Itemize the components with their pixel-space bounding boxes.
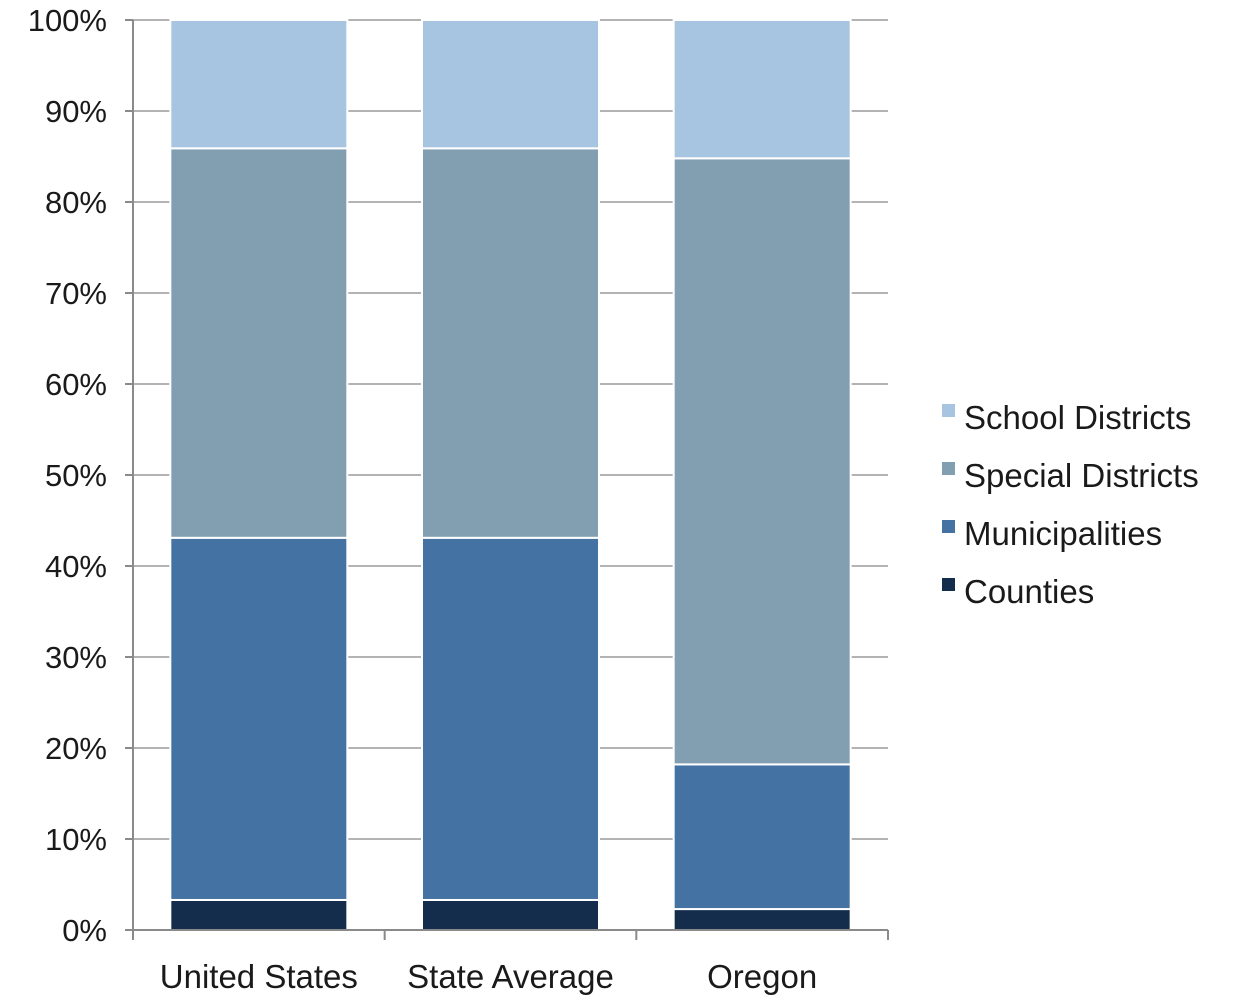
y-tick-labels: 0% 10% 20% 30% 40% 50% 60% 70% 80% 90% 100% <box>28 3 107 948</box>
bars <box>169 19 852 932</box>
bar-segment-municipalities <box>421 536 600 901</box>
bar-segment-special-districts <box>421 147 600 539</box>
x-category-label: State Average <box>407 958 614 995</box>
legend-item: Counties <box>942 573 1094 610</box>
legend-label: School Districts <box>964 399 1191 436</box>
y-tick-label: 90% <box>45 94 107 129</box>
legend-item: School Districts <box>942 399 1191 436</box>
y-tick-label: 100% <box>28 3 107 38</box>
y-tick-label: 0% <box>62 913 107 948</box>
legend-swatch <box>942 520 955 533</box>
bar-segment-school-districts <box>169 19 349 150</box>
legend-label: Municipalities <box>964 515 1162 552</box>
legend-item: Special Districts <box>942 457 1199 494</box>
y-tick-label: 70% <box>45 276 107 311</box>
legend-swatch <box>942 462 955 475</box>
x-category-labels: United States State Average Oregon <box>160 958 817 995</box>
bar-segment-school-districts <box>672 19 852 160</box>
legend-label: Counties <box>964 573 1094 610</box>
bar-segment-school-districts <box>421 19 600 150</box>
y-tick-label: 60% <box>45 367 107 402</box>
bar-segment-municipalities <box>672 763 852 911</box>
bar-segment-special-districts <box>169 147 349 539</box>
legend-item: Municipalities <box>942 515 1162 552</box>
bar-segment-counties <box>169 898 349 931</box>
legend-swatch <box>942 404 955 417</box>
y-tick-label: 10% <box>45 822 107 857</box>
x-category-label: Oregon <box>707 958 817 995</box>
legend: School Districts Special Districts Municip… <box>942 399 1199 610</box>
y-tick-label: 50% <box>45 458 107 493</box>
legend-label: Special Districts <box>964 457 1199 494</box>
bar-segment-municipalities <box>169 536 349 901</box>
y-tick-label: 40% <box>45 549 107 584</box>
bar-segment-counties <box>672 908 852 932</box>
y-tick-label: 80% <box>45 185 107 220</box>
x-category-label: United States <box>160 958 358 995</box>
y-tick-label: 20% <box>45 731 107 766</box>
bar-segment-special-districts <box>672 157 852 766</box>
y-tick-label: 30% <box>45 640 107 675</box>
bar-segment-counties <box>421 898 600 931</box>
legend-swatch <box>942 578 955 591</box>
axes <box>125 19 889 940</box>
